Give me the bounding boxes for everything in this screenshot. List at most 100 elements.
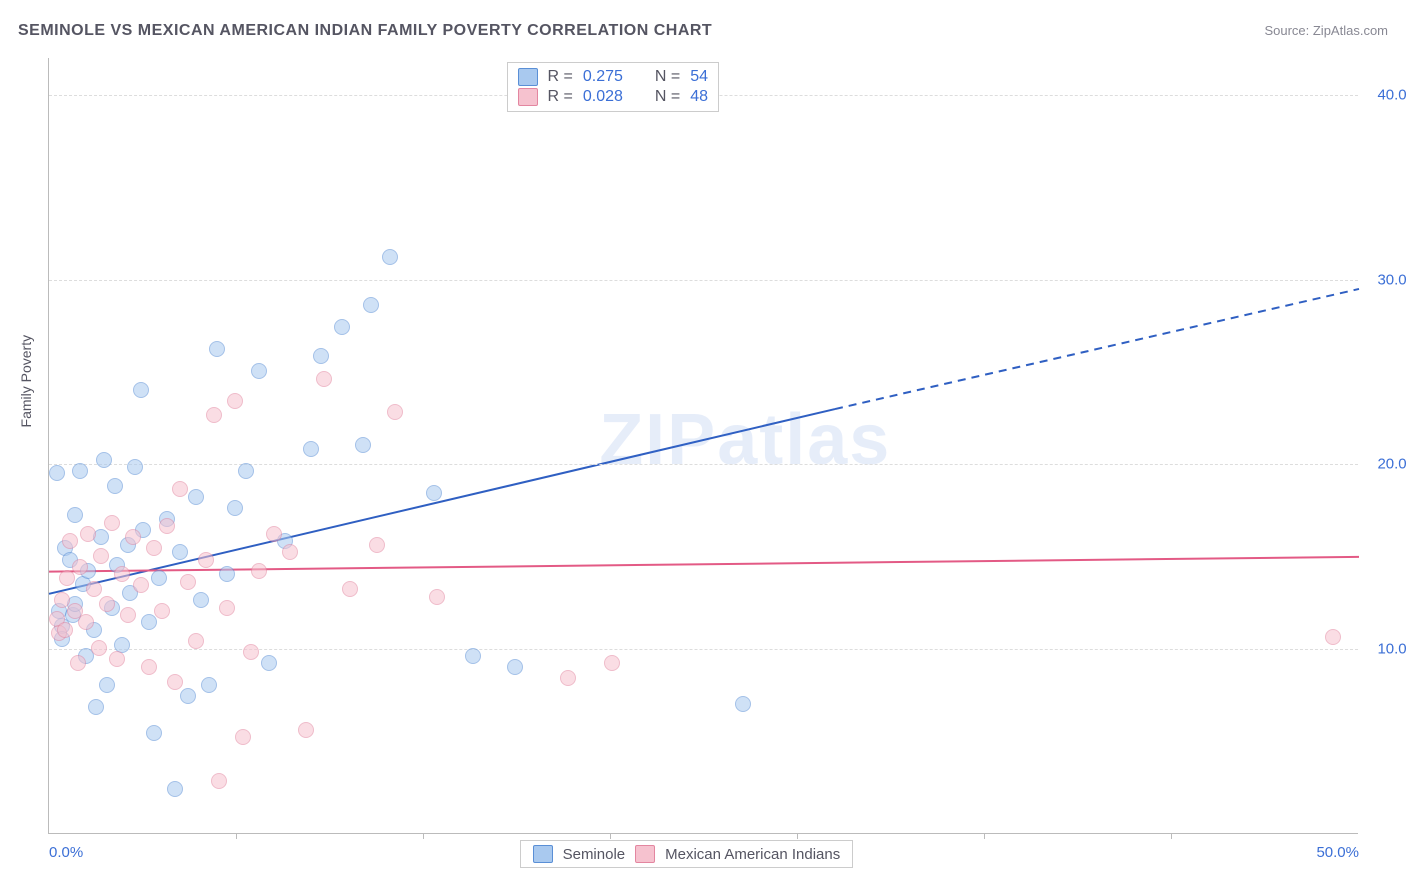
data-point <box>298 722 314 738</box>
data-point <box>49 465 65 481</box>
data-point <box>180 688 196 704</box>
data-point <box>172 481 188 497</box>
data-point <box>78 614 94 630</box>
data-point <box>57 622 73 638</box>
data-point <box>133 577 149 593</box>
data-point <box>154 603 170 619</box>
data-point <box>133 382 149 398</box>
legend-swatch <box>635 845 655 863</box>
data-point <box>369 537 385 553</box>
data-point <box>201 677 217 693</box>
data-point <box>146 725 162 741</box>
data-point <box>211 773 227 789</box>
title-bar: SEMINOLE VS MEXICAN AMERICAN INDIAN FAMI… <box>18 22 1388 40</box>
data-point <box>560 670 576 686</box>
data-point <box>251 363 267 379</box>
data-point <box>465 648 481 664</box>
plot-area: ZIPatlas 10.0%20.0%30.0%40.0%0.0%50.0% <box>48 58 1358 834</box>
r-label: R = <box>548 88 573 106</box>
data-point <box>67 507 83 523</box>
n-label: N = <box>655 88 680 106</box>
data-point <box>198 552 214 568</box>
data-point <box>227 500 243 516</box>
data-point <box>1325 629 1341 645</box>
data-point <box>114 566 130 582</box>
data-point <box>127 459 143 475</box>
data-point <box>261 655 277 671</box>
x-minor-tick <box>984 833 985 839</box>
data-point <box>188 633 204 649</box>
data-point <box>235 729 251 745</box>
x-minor-tick <box>797 833 798 839</box>
n-label: N = <box>655 68 680 86</box>
x-minor-tick <box>423 833 424 839</box>
data-point <box>243 644 259 660</box>
data-point <box>146 540 162 556</box>
chart-title: SEMINOLE VS MEXICAN AMERICAN INDIAN FAMI… <box>18 22 712 40</box>
data-point <box>316 371 332 387</box>
data-point <box>426 485 442 501</box>
data-point <box>80 526 96 542</box>
data-point <box>334 319 350 335</box>
data-point <box>167 781 183 797</box>
correlation-legend: R = 0.275 N = 54 R = 0.028 N = 48 <box>507 62 720 112</box>
data-point <box>93 548 109 564</box>
r-value: 0.028 <box>583 88 623 106</box>
data-point <box>313 348 329 364</box>
trend-lines <box>49 58 1358 833</box>
data-point <box>59 570 75 586</box>
data-point <box>159 518 175 534</box>
data-point <box>120 607 136 623</box>
data-point <box>141 614 157 630</box>
data-point <box>99 596 115 612</box>
data-point <box>141 659 157 675</box>
data-point <box>91 640 107 656</box>
data-point <box>180 574 196 590</box>
data-point <box>70 655 86 671</box>
data-point <box>114 637 130 653</box>
legend-swatch <box>533 845 553 863</box>
legend-label: Seminole <box>563 846 626 863</box>
source-label: Source: ZipAtlas.com <box>1264 23 1388 38</box>
x-minor-tick <box>1171 833 1172 839</box>
data-point <box>219 600 235 616</box>
r-value: 0.275 <box>583 68 623 86</box>
data-point <box>193 592 209 608</box>
data-point <box>99 677 115 693</box>
legend-swatch <box>518 88 538 106</box>
data-point <box>363 297 379 313</box>
n-value: 48 <box>690 88 708 106</box>
data-point <box>735 696 751 712</box>
r-label: R = <box>548 68 573 86</box>
legend-row: R = 0.275 N = 54 <box>518 67 709 87</box>
data-point <box>206 407 222 423</box>
data-point <box>167 674 183 690</box>
n-value: 54 <box>690 68 708 86</box>
data-point <box>72 463 88 479</box>
data-point <box>604 655 620 671</box>
legend-label: Mexican American Indians <box>665 846 840 863</box>
data-point <box>188 489 204 505</box>
data-point <box>219 566 235 582</box>
data-point <box>88 699 104 715</box>
data-point <box>62 533 78 549</box>
data-point <box>104 515 120 531</box>
x-minor-tick <box>236 833 237 839</box>
data-point <box>209 341 225 357</box>
data-point <box>303 441 319 457</box>
data-point <box>238 463 254 479</box>
y-tick-label: 40.0% <box>1377 86 1406 103</box>
y-tick-label: 30.0% <box>1377 271 1406 288</box>
data-point <box>429 589 445 605</box>
data-point <box>507 659 523 675</box>
legend-row: R = 0.028 N = 48 <box>518 87 709 107</box>
x-minor-tick <box>610 833 611 839</box>
data-point <box>125 529 141 545</box>
data-point <box>109 651 125 667</box>
y-axis-label: Family Poverty <box>18 335 34 428</box>
data-point <box>107 478 123 494</box>
data-point <box>96 452 112 468</box>
data-point <box>172 544 188 560</box>
data-point <box>266 526 282 542</box>
data-point <box>355 437 371 453</box>
